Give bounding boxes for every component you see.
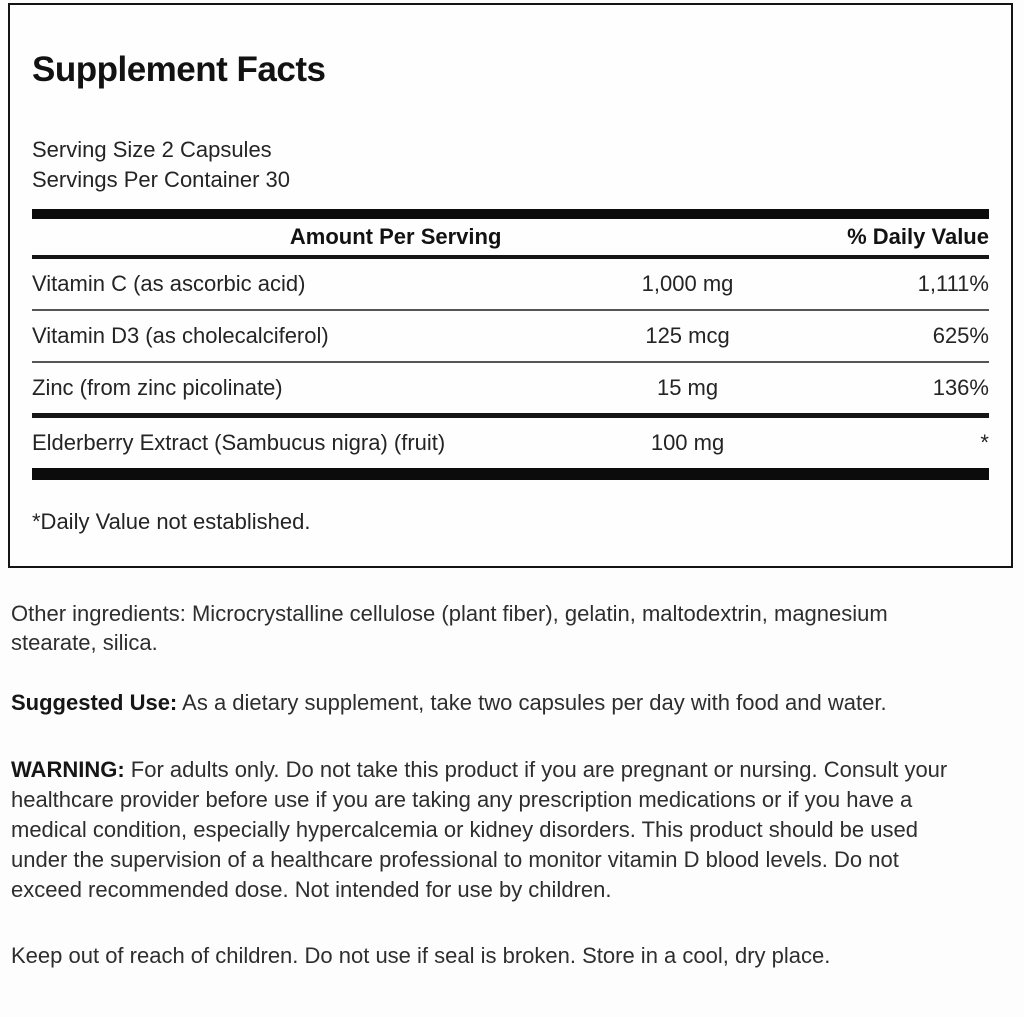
ingredient-amount: 100 mg: [650, 430, 725, 455]
table-row: Zinc (from zinc picolinate) 15 mg 136%: [32, 363, 989, 413]
facts-table-header: Amount Per Serving % Daily Value: [32, 219, 989, 255]
serving-size: Serving Size 2 Capsules: [32, 137, 272, 162]
divider-bar-top: [32, 209, 989, 219]
storage-text: Keep out of reach of children. Do not us…: [11, 943, 831, 968]
suggested-use-heading: Suggested Use:: [11, 690, 178, 715]
divider-thin: [32, 309, 989, 311]
ingredient-daily-value: *: [980, 430, 989, 455]
ingredient-name: Zinc (from zinc picolinate): [32, 375, 283, 400]
other-ingredients-text: Other ingredients: Microcrystalline cell…: [11, 601, 888, 655]
column-header-amount: Amount Per Serving: [289, 224, 502, 249]
column-header-daily-value: % Daily Value: [847, 224, 989, 249]
other-ingredients-paragraph: Other ingredients: Microcrystalline cell…: [11, 599, 958, 657]
warning-paragraph: WARNING: For adults only. Do not take th…: [11, 755, 958, 905]
servings-per-container: Servings Per Container 30: [32, 167, 291, 192]
label-text-section: Other ingredients: Microcrystalline cell…: [0, 599, 1024, 970]
divider-thin: [32, 361, 989, 363]
warning-text: For adults only. Do not take this produc…: [11, 757, 948, 902]
ingredient-amount: 125 mcg: [645, 323, 730, 348]
divider-bar-bottom: [32, 468, 989, 480]
storage-paragraph: Keep out of reach of children. Do not us…: [11, 941, 958, 970]
divider-header: [32, 255, 989, 259]
table-row: Vitamin C (as ascorbic acid) 1,000 mg 1,…: [32, 259, 989, 309]
ingredient-amount: 1,000 mg: [641, 271, 734, 296]
table-row: Vitamin D3 (as cholecalciferol) 125 mcg …: [32, 311, 989, 361]
ingredient-name: Vitamin D3 (as cholecalciferol): [32, 323, 329, 348]
suggested-use-text: As a dietary supplement, take two capsul…: [177, 690, 887, 715]
divider-medium: [32, 413, 989, 418]
table-row: Elderberry Extract (Sambucus nigra) (fru…: [32, 418, 989, 468]
ingredient-daily-value: 136%: [932, 375, 989, 400]
ingredient-name: Elderberry Extract (Sambucus nigra) (fru…: [32, 430, 446, 455]
serving-info: Serving Size 2 Capsules Servings Per Con…: [32, 135, 989, 195]
panel-title: Supplement Facts: [32, 50, 326, 89]
warning-heading: WARNING:: [11, 757, 125, 782]
daily-value-footnote: *Daily Value not established.: [32, 509, 311, 534]
ingredient-name: Vitamin C (as ascorbic acid): [32, 271, 306, 296]
ingredient-amount: 15 mg: [656, 375, 719, 400]
suggested-use-paragraph: Suggested Use: As a dietary supplement, …: [11, 688, 958, 717]
supplement-facts-panel: Supplement Facts Serving Size 2 Capsules…: [8, 3, 1013, 568]
ingredient-daily-value: 1,111%: [917, 271, 989, 296]
ingredient-daily-value: 625%: [932, 323, 989, 348]
